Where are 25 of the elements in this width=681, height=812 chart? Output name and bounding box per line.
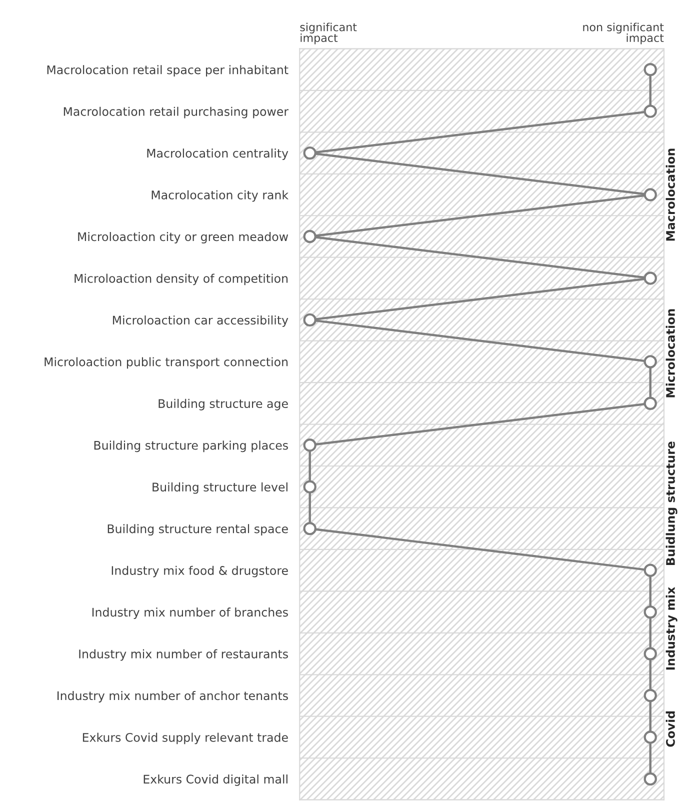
y-tick-label: Industry mix number of restaurants (79, 649, 288, 661)
y-tick-label: Industry mix number of branches (92, 608, 288, 619)
y-tick-label: Building structure rental space (108, 524, 288, 536)
y-tick-label: Industry mix number of anchor tenants (58, 691, 288, 702)
text: Industry mix (666, 586, 678, 670)
y-tick-label: Building structure level (152, 482, 288, 494)
text: Microlocation (666, 309, 675, 398)
text: Covid (666, 711, 675, 747)
text: significant impact (300, 22, 357, 44)
text: Macrolocation (666, 148, 675, 241)
y-tick-label: Macrolocation retail space per inhabitant (47, 65, 288, 77)
y-tick-label: Macrolocation retail purchasing power (64, 106, 289, 118)
y-tick-label: Building structure parking places (94, 440, 288, 452)
y-tick-label: Industry mix food & drugstore (112, 566, 288, 578)
y-tick-label: Microloaction city or green meadow (78, 232, 288, 244)
y-tick-label: Macrolocation centrality (147, 148, 288, 160)
y-tick-label: Building structure age (158, 398, 288, 410)
y-tick-label: Microloaction public transport connection (44, 357, 288, 369)
y-tick-label: Macrolocation city rank (152, 190, 288, 202)
y-tick-label: Microloaction density of competition (74, 274, 288, 286)
text: Buidlung structure (666, 442, 678, 566)
y-tick-label: Microloaction car accessibility (112, 315, 288, 327)
y-tick-label: Exkurs Covid supply relevant trade (82, 732, 288, 744)
y-tick-label: Exkurs Covid digital mall (144, 774, 288, 786)
text: non significant impact (583, 22, 664, 44)
